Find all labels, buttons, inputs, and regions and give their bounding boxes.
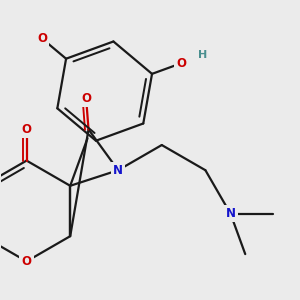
Text: O: O [22, 123, 32, 136]
Text: O: O [22, 255, 32, 268]
Text: N: N [226, 207, 236, 220]
Text: H: H [198, 50, 207, 60]
Text: O: O [81, 92, 91, 105]
Text: N: N [113, 164, 123, 177]
Text: O: O [176, 57, 186, 70]
Text: O: O [37, 32, 47, 45]
